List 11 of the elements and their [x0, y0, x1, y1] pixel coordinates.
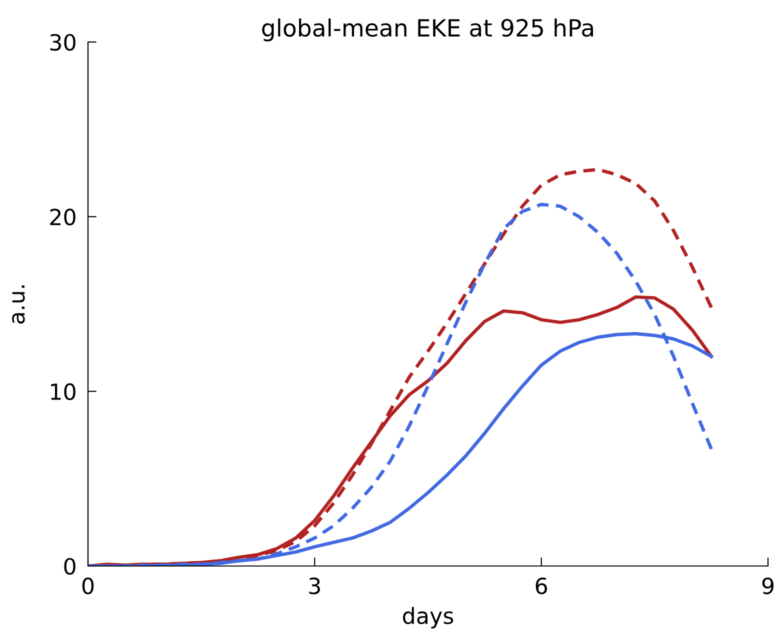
x-tick-label: 6: [536, 578, 548, 594]
x-tick-label: 3: [309, 578, 320, 594]
x-axis-title: days: [403, 606, 454, 628]
y-tick-label: 10: [51, 383, 76, 400]
y-tick-label: 30: [50, 34, 76, 51]
x-tick-label: 9: [762, 578, 774, 594]
y-axis-title: a.u.: [12, 285, 25, 324]
y-tick-label: 20: [50, 208, 76, 226]
chart-title: global-mean EKE at 925 hPa: [262, 18, 593, 42]
x-tick-label: 0: [82, 578, 94, 594]
y-tick-label: 0: [64, 558, 76, 575]
